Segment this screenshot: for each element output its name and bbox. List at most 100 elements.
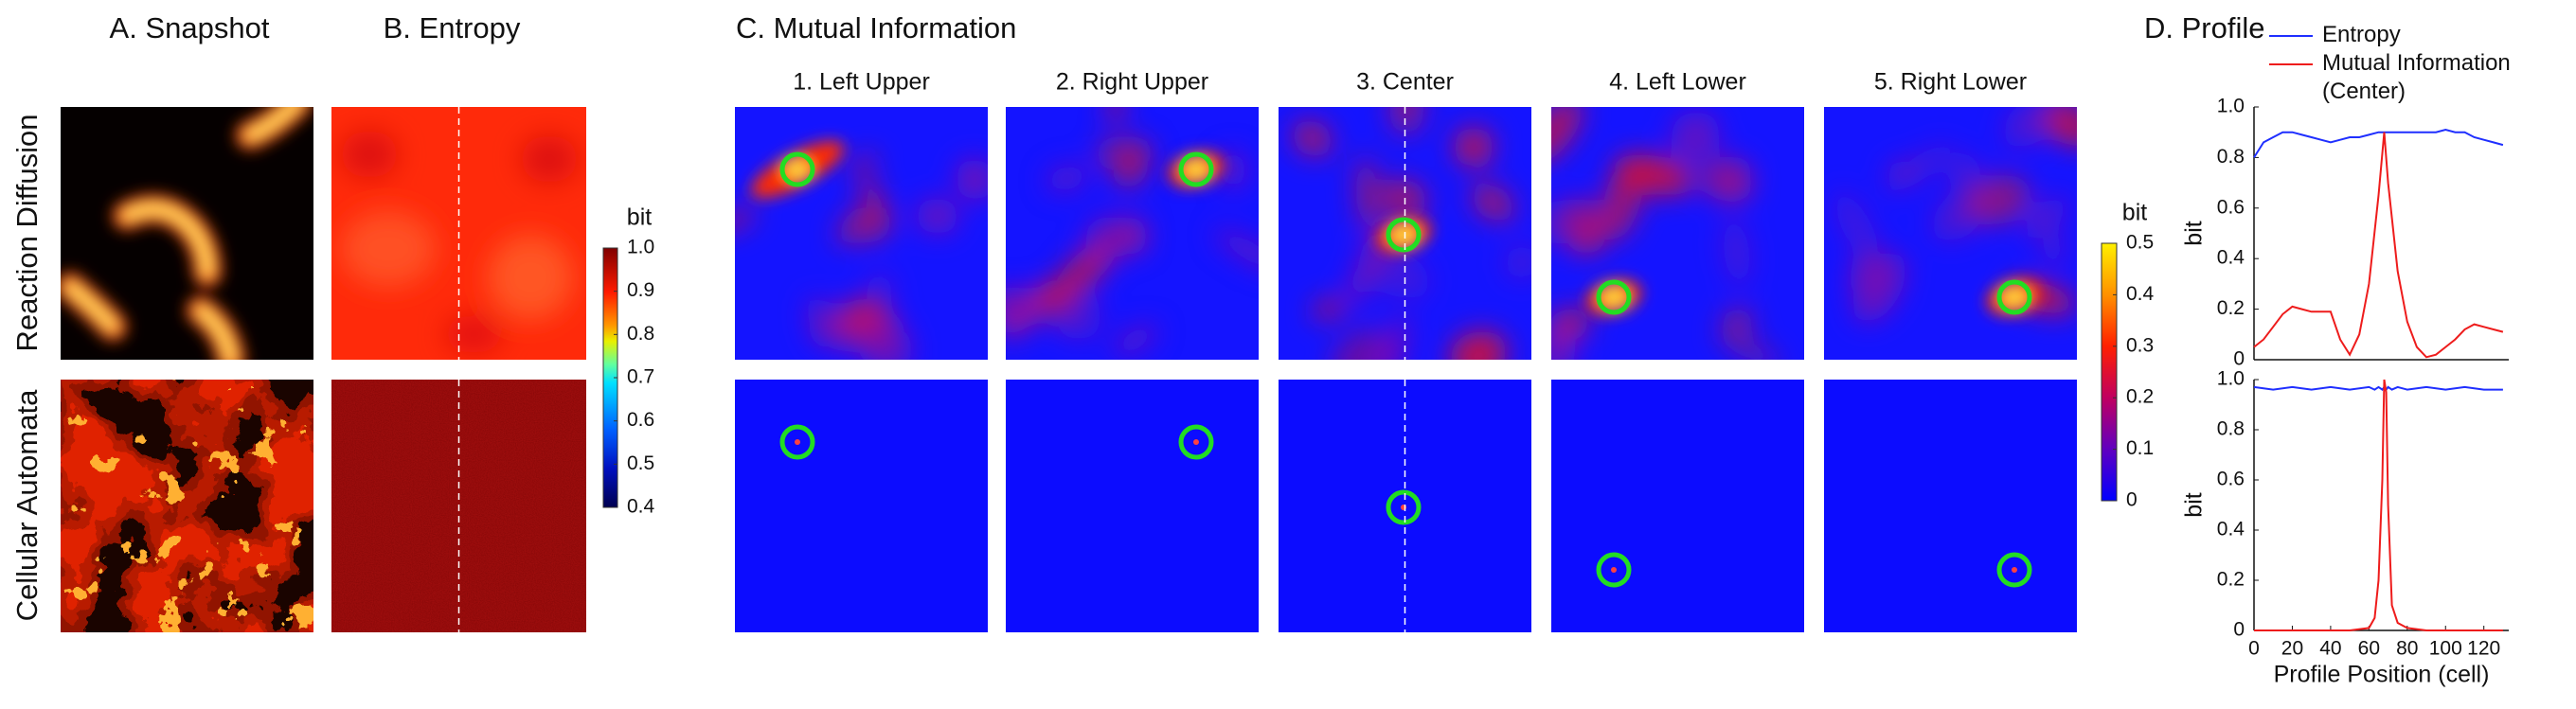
snapshot-image bbox=[61, 380, 313, 632]
target-circle bbox=[1996, 552, 2032, 588]
blob bbox=[1107, 107, 1124, 122]
blob bbox=[1331, 328, 1391, 360]
target-circle bbox=[779, 424, 815, 460]
blob bbox=[916, 198, 959, 235]
column-title: 1. Left Upper bbox=[793, 69, 930, 96]
mi-image bbox=[1551, 380, 1804, 632]
mi-image bbox=[1006, 380, 1259, 632]
colorbar-tick-label: 0.3 bbox=[2126, 334, 2154, 356]
blobs bbox=[1006, 107, 1259, 356]
mi-image bbox=[1824, 107, 2077, 360]
colorbar-tick-label: 0.1 bbox=[2126, 437, 2154, 459]
row-label: Cellular Automata bbox=[10, 389, 44, 621]
blob bbox=[2044, 107, 2077, 129]
target-circle bbox=[1178, 424, 1214, 460]
blobs bbox=[1292, 107, 1531, 360]
y-axis-label: bit bbox=[2181, 492, 2208, 517]
panel-title: C. Mutual Information bbox=[736, 11, 1016, 44]
y-tick-label: 0.2 bbox=[2217, 297, 2245, 319]
blob bbox=[1453, 127, 1494, 168]
target-circle bbox=[1596, 279, 1632, 315]
y-tick-label: 0.8 bbox=[2217, 146, 2245, 168]
blob bbox=[836, 207, 870, 245]
legend-entry: Entropy bbox=[2322, 22, 2401, 47]
y-tick-label: 0.6 bbox=[2217, 469, 2245, 490]
blobs bbox=[1551, 107, 1780, 360]
hotspot-inner bbox=[1183, 160, 1209, 179]
panel-title: D. Profile bbox=[2144, 11, 2264, 44]
blob bbox=[2026, 196, 2069, 239]
hotspot bbox=[1611, 567, 1617, 573]
target-circle bbox=[779, 151, 815, 187]
blob bbox=[1312, 299, 1347, 319]
y-tick-label: 0.4 bbox=[2217, 247, 2245, 269]
blob bbox=[1722, 308, 1755, 335]
series-line bbox=[2253, 128, 2504, 158]
y-tick-label: 0.6 bbox=[2217, 196, 2245, 218]
hotspot bbox=[795, 439, 800, 445]
blob bbox=[1834, 190, 1879, 263]
series-line bbox=[2254, 379, 2503, 631]
blob bbox=[1887, 161, 1916, 180]
blob bbox=[1551, 107, 1583, 166]
blob bbox=[1048, 277, 1071, 328]
legend-entry: Mutual Information (Center) bbox=[2322, 50, 2511, 104]
y-tick-label: 1.0 bbox=[2217, 96, 2245, 117]
y-tick-label: 0.8 bbox=[2217, 418, 2245, 440]
x-tick-label: 100 bbox=[2429, 638, 2462, 660]
blob bbox=[1449, 330, 1508, 360]
column-title: 3. Center bbox=[1356, 69, 1454, 96]
blob bbox=[1722, 215, 1751, 289]
y-tick-label: 0 bbox=[2233, 348, 2245, 370]
mi-image bbox=[1279, 107, 1531, 360]
hotspot bbox=[750, 140, 845, 199]
y-tick-label: 1.0 bbox=[2217, 368, 2245, 390]
blob bbox=[1615, 154, 1693, 196]
x-tick-label: 80 bbox=[2396, 638, 2418, 660]
column-title: 2. Right Upper bbox=[1056, 69, 1208, 96]
blob bbox=[1700, 155, 1751, 198]
blob bbox=[1112, 324, 1158, 356]
snapshot-image bbox=[61, 107, 313, 360]
colorbar-tick-label: 0.4 bbox=[2126, 283, 2155, 305]
colorbar-label: bit bbox=[627, 204, 652, 231]
blob bbox=[1949, 151, 1980, 191]
target-circle bbox=[1996, 279, 2032, 315]
blob bbox=[1551, 335, 1576, 360]
y-tick-label: 0.2 bbox=[2217, 569, 2245, 591]
colorbar-tick-label: 0.5 bbox=[627, 452, 654, 474]
background bbox=[1551, 380, 1804, 632]
colorbar-tick-label: 0.8 bbox=[627, 323, 654, 345]
blob bbox=[1471, 183, 1515, 222]
colorbar-tick-label: 0.9 bbox=[627, 279, 654, 301]
colorbar-tick-label: 0.7 bbox=[627, 366, 654, 388]
blob bbox=[1085, 216, 1140, 257]
hotspot-inner bbox=[1601, 288, 1627, 307]
blob bbox=[1852, 253, 1906, 324]
column-title: 5. Right Lower bbox=[1874, 69, 2027, 96]
hotspot-inner bbox=[2001, 288, 2028, 307]
y-axis-label: bit bbox=[2181, 221, 2208, 245]
blob bbox=[1213, 229, 1259, 273]
blob bbox=[735, 207, 757, 233]
hotspot bbox=[2012, 567, 2017, 573]
colorbar bbox=[2101, 242, 2118, 502]
x-tick-label: 60 bbox=[2358, 638, 2380, 660]
hotspot-inner bbox=[1390, 225, 1417, 244]
colorbar-tick-label: 1.0 bbox=[627, 237, 654, 258]
blob bbox=[1966, 174, 2030, 225]
hotspot bbox=[1193, 439, 1199, 445]
mi-image bbox=[735, 107, 988, 360]
blob bbox=[1094, 135, 1155, 171]
series-line bbox=[2253, 385, 2503, 392]
blob bbox=[1671, 111, 1721, 163]
blob bbox=[2003, 107, 2050, 149]
blob bbox=[1354, 155, 1381, 235]
blob bbox=[1886, 143, 1952, 194]
blob bbox=[1388, 107, 1425, 136]
blob bbox=[1219, 151, 1247, 189]
target-circle bbox=[1178, 151, 1214, 187]
column-title: 4. Left Lower bbox=[1609, 69, 1746, 96]
blob bbox=[1292, 119, 1333, 157]
